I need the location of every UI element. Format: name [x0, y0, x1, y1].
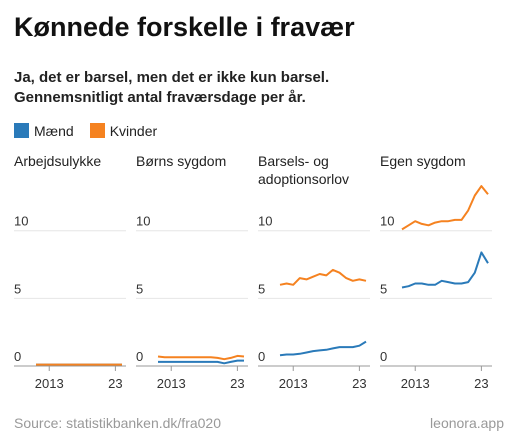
- x-tick-label: 23: [352, 376, 366, 391]
- subtitle: Ja, det er barsel, men det er ikke kun b…: [14, 69, 330, 86]
- y-tick-label: 5: [14, 281, 21, 296]
- panel-title: Børns sygdom: [136, 153, 227, 169]
- series-line: [401, 185, 489, 231]
- legend-label: Mænd: [34, 123, 74, 139]
- y-tick-label: 5: [258, 281, 265, 296]
- y-tick-label: 10: [14, 214, 28, 229]
- y-tick-label: 0: [136, 349, 143, 364]
- series-line: [279, 268, 367, 286]
- x-tick-label: 2013: [279, 376, 308, 391]
- legend-label: Kvinder: [109, 123, 158, 139]
- source: Source: statistikbanken.dk/fra020: [14, 415, 222, 431]
- credit: leonora.app: [430, 415, 504, 431]
- panel-title: Barsels- og adoptionsorlov: [258, 153, 350, 187]
- x-tick-label: 2013: [35, 376, 64, 391]
- series-line: [157, 354, 245, 361]
- y-tick-label: 5: [136, 281, 143, 296]
- panel-title: Egen sygdom: [380, 153, 466, 169]
- series-line: [279, 340, 367, 357]
- y-tick-label: 10: [258, 214, 272, 229]
- legend-swatch: [14, 123, 29, 138]
- y-tick-label: 10: [380, 214, 394, 229]
- y-tick-label: 0: [380, 349, 387, 364]
- x-tick-label: 23: [108, 376, 122, 391]
- subtitle: Gennemsnitligt antal fraværsdage per år.: [14, 89, 306, 106]
- title: Kønnede forskelle i fravær: [14, 12, 355, 42]
- y-tick-label: 0: [258, 349, 265, 364]
- x-tick-label: 23: [474, 376, 488, 391]
- y-tick-label: 5: [380, 281, 387, 296]
- x-tick-label: 2013: [401, 376, 430, 391]
- legend-swatch: [89, 123, 105, 138]
- series-line: [401, 251, 489, 289]
- series-line: [158, 359, 244, 365]
- y-tick-label: 0: [14, 349, 21, 364]
- x-tick-label: 2013: [157, 376, 186, 391]
- x-tick-label: 23: [230, 376, 244, 391]
- y-tick-label: 10: [136, 214, 150, 229]
- panel-title: Arbejdsulykke: [14, 153, 102, 169]
